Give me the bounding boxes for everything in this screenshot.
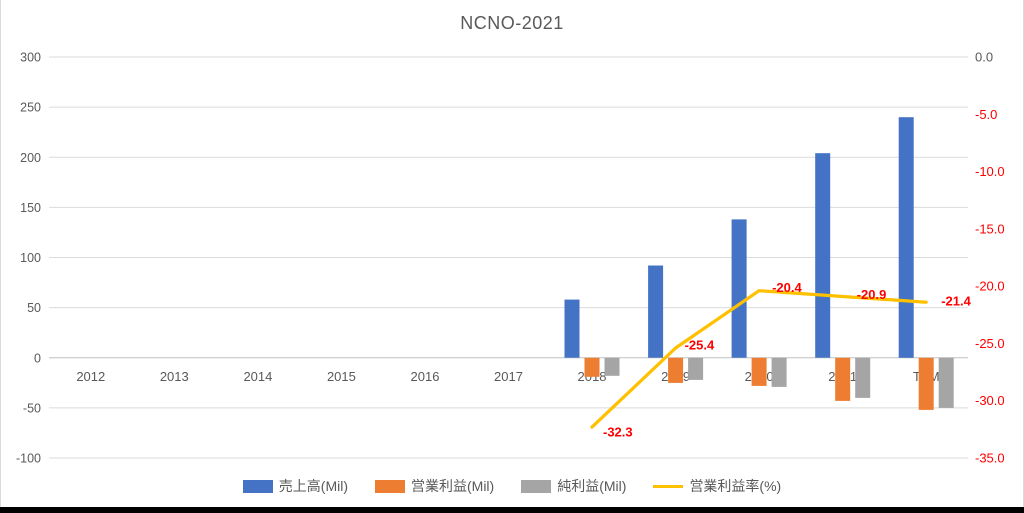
bar-operating-income-2020 xyxy=(751,357,767,386)
right-axis-tick-label: -15.0 xyxy=(975,221,1005,236)
bar-net-income-2021 xyxy=(855,357,871,398)
legend-item-revenue[interactable]: 売上高(Mil) xyxy=(242,476,348,496)
x-axis-category-label: 2013 xyxy=(160,369,189,384)
bar-revenue-2021 xyxy=(815,153,831,358)
data-label-operating-margin: -32.3 xyxy=(603,425,633,440)
legend-label-operating-income: 営業利益(Mil) xyxy=(411,478,495,494)
data-label-operating-margin: -21.4 xyxy=(941,294,971,309)
legend-item-operating-margin[interactable]: 営業利益率(%) xyxy=(653,476,781,496)
right-axis-tick-label: -30.0 xyxy=(975,393,1005,408)
operating-margin-line-swatch-icon xyxy=(653,484,684,488)
bar-net-income-2019 xyxy=(688,357,704,380)
legend-item-operating-income[interactable]: 営業利益(Mil) xyxy=(375,476,494,496)
x-axis-category-label: 2014 xyxy=(243,369,272,384)
x-axis-category-label: 2015 xyxy=(327,369,356,384)
data-label-operating-margin: -25.4 xyxy=(685,338,715,353)
bar-net-income-2018 xyxy=(604,357,620,376)
left-axis-tick-label: 250 xyxy=(20,101,41,115)
x-axis-category-label: 2012 xyxy=(76,369,105,384)
bar-revenue-2019 xyxy=(648,265,664,358)
left-axis-tick-label: 50 xyxy=(27,301,41,315)
bar-revenue-TTM xyxy=(898,117,914,358)
x-axis-category-label: 2017 xyxy=(494,369,523,384)
left-axis-tick-label: -100 xyxy=(16,452,41,466)
left-axis-tick-label: -50 xyxy=(23,401,41,415)
bar-net-income-TTM xyxy=(938,357,954,408)
legend-label-net-income: 純利益(Mil) xyxy=(557,478,627,494)
left-axis-tick-label: 200 xyxy=(20,151,41,165)
left-axis-tick-label: 0 xyxy=(34,351,41,365)
line-operating-margin xyxy=(590,289,928,429)
right-axis-tick-label: -20.0 xyxy=(975,279,1005,294)
bar-operating-income-2021 xyxy=(835,357,851,401)
revenue-swatch-icon xyxy=(242,479,273,493)
right-axis-tick-label: -10.0 xyxy=(975,164,1005,179)
bar-revenue-2020 xyxy=(731,219,747,358)
bottom-bar xyxy=(0,507,1024,513)
legend-label-revenue: 売上高(Mil) xyxy=(278,478,348,494)
left-axis-tick-label: 150 xyxy=(20,201,41,215)
right-axis-tick-label: -35.0 xyxy=(975,451,1005,466)
left-axis-tick-label: 100 xyxy=(20,251,41,265)
left-axis-tick-label: 300 xyxy=(20,51,41,65)
legend-item-net-income[interactable]: 純利益(Mil) xyxy=(521,476,626,496)
chart-title: NCNO-2021 xyxy=(460,13,564,33)
right-axis-tick-label: -5.0 xyxy=(975,107,997,122)
bar-operating-income-2019 xyxy=(668,357,684,383)
data-label-operating-margin: -20.9 xyxy=(857,287,887,302)
net-income-swatch-icon xyxy=(521,479,552,493)
legend-label-operating-margin: 営業利益率(%) xyxy=(689,478,782,494)
bar-revenue-2018 xyxy=(564,299,580,358)
bar-net-income-2020 xyxy=(771,357,787,387)
operating-income-swatch-icon xyxy=(375,479,405,493)
data-label-operating-margin: -20.4 xyxy=(772,280,802,295)
legend: 売上高(Mil) 営業利益(Mil) 純利益(Mil) 営業利益率(%) xyxy=(1,476,1023,496)
right-axis-tick-label: 0.0 xyxy=(975,50,993,65)
bar-operating-income-TTM xyxy=(918,357,934,410)
right-axis-tick-label: -25.0 xyxy=(975,336,1005,351)
x-axis-category-label: 2016 xyxy=(411,369,440,384)
bar-operating-income-2018 xyxy=(584,357,600,377)
